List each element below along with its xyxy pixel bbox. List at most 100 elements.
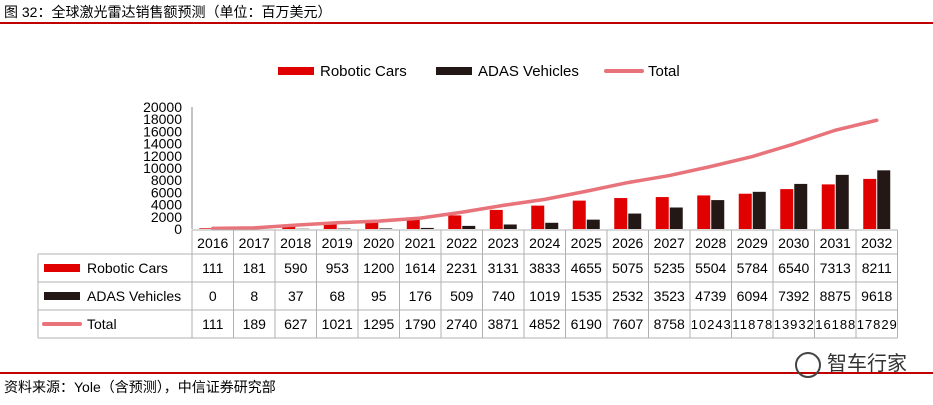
x-tick-label-2027: 2027: [654, 235, 685, 251]
bar-robotic-2020: [365, 221, 379, 229]
table-cell-1-2022: 509: [450, 288, 474, 304]
table-cell-0-2026: 5075: [612, 260, 643, 276]
y-tick-label-2: 4000: [151, 197, 182, 213]
bar-adas-2032: [877, 170, 891, 229]
table-cell-2-2026: 7607: [612, 316, 643, 332]
table-cell-0-2031: 7313: [820, 260, 851, 276]
y-tick-label-5: 10000: [143, 160, 182, 176]
x-tick-label-2032: 2032: [861, 235, 892, 251]
y-tick-label-9: 18000: [143, 111, 182, 127]
bar-robotic-2028: [697, 195, 711, 229]
table-cell-0-2017: 181: [243, 260, 267, 276]
table-cell-0-2024: 3833: [529, 260, 560, 276]
table-cell-1-2032: 9618: [861, 288, 892, 304]
table-cell-2-2018: 627: [284, 316, 308, 332]
y-tick-label-4: 8000: [151, 172, 182, 188]
x-tick-label-2022: 2022: [446, 235, 477, 251]
table-cell-1-2029: 6094: [737, 288, 768, 304]
table-cell-2-2023: 3871: [488, 316, 519, 332]
table-cell-1-2028: 4739: [695, 288, 726, 304]
table-cell-1-2021: 176: [409, 288, 433, 304]
table-row-label-1: ADAS Vehicles: [87, 288, 181, 304]
x-tick-label-2023: 2023: [488, 235, 519, 251]
table-cell-0-2019: 953: [326, 260, 350, 276]
table-cell-2-2031: 16188: [815, 317, 855, 332]
x-tick-label-2029: 2029: [737, 235, 768, 251]
figure-title: 图 32：全球激光雷达销售额预测（单位：百万美元）: [4, 4, 332, 20]
legend-label-2: Total: [648, 63, 680, 80]
y-tick-label-6: 12000: [143, 148, 182, 164]
x-tick-label-2020: 2020: [363, 235, 394, 251]
bar-robotic-2026: [614, 198, 628, 229]
table-cell-2-2032: 17829: [857, 317, 897, 332]
table-key-0: [44, 264, 80, 272]
bars: [199, 170, 891, 229]
bar-adas-2031: [835, 174, 849, 229]
table-cell-1-2016: 0: [209, 288, 217, 304]
bar-robotic-2022: [448, 215, 462, 229]
table-cell-0-2022: 2231: [446, 260, 477, 276]
bar-robotic-2027: [655, 197, 669, 229]
bar-adas-2021: [420, 227, 434, 229]
x-tick-label-2031: 2031: [820, 235, 851, 251]
bar-adas-2024: [545, 222, 559, 229]
top-rule: [0, 22, 933, 24]
y-tick-label-0: 0: [174, 221, 182, 237]
table-cell-1-2024: 1019: [529, 288, 560, 304]
table-cell-1-2025: 1535: [571, 288, 602, 304]
table-cell-1-2026: 2532: [612, 288, 643, 304]
x-tick-label-2028: 2028: [695, 235, 726, 251]
legend: Robotic Cars ADAS Vehicles Total: [278, 63, 680, 80]
x-tick-label-2017: 2017: [239, 235, 270, 251]
table-cell-0-2032: 8211: [862, 260, 892, 276]
table-cell-2-2019: 1021: [322, 316, 353, 332]
y-axis: 0200040006000800010000120001400016000180…: [143, 99, 193, 237]
table-cell-1-2018: 37: [288, 288, 304, 304]
bar-robotic-2023: [489, 209, 503, 229]
table-cell-2-2020: 1295: [363, 316, 394, 332]
y-tick-label-1: 2000: [151, 209, 182, 225]
table-cell-0-2021: 1614: [405, 260, 436, 276]
table-cell-0-2029: 5784: [737, 260, 768, 276]
x-tick-label-2021: 2021: [405, 235, 436, 251]
bar-robotic-2016: [199, 228, 213, 229]
bar-adas-2030: [794, 183, 808, 229]
watermark-text: 智车行家: [827, 353, 907, 375]
table-cell-2-2029: 11878: [732, 317, 772, 332]
watermark: 智车行家: [795, 347, 907, 378]
x-tick-label-2026: 2026: [612, 235, 643, 251]
table-row-label-0: Robotic Cars: [87, 260, 168, 276]
bar-adas-2025: [586, 219, 600, 229]
bar-robotic-2030: [780, 189, 794, 229]
lidar-sales-chart: Robotic Cars ADAS Vehicles Total 020004000…: [37, 63, 898, 339]
table-cell-2-2025: 6190: [571, 316, 602, 332]
bar-robotic-2031: [821, 184, 835, 229]
table-cell-0-2016: 111: [202, 260, 223, 276]
table-cell-0-2025: 4655: [571, 260, 602, 276]
bar-adas-2029: [752, 191, 766, 229]
table-cell-0-2020: 1200: [363, 260, 394, 276]
bar-adas-2020: [379, 228, 393, 229]
bar-adas-2023: [503, 224, 517, 229]
legend-label-0: Robotic Cars: [320, 63, 407, 80]
table-cell-1-2017: 8: [250, 288, 258, 304]
data-table: 2016 2017 2018 2019 2020 2021 2022 2023 2024 2025…: [37, 229, 898, 339]
legend-swatch-0: [278, 67, 314, 75]
table-cell-2-2027: 8758: [654, 316, 685, 332]
table-cell-0-2030: 6540: [778, 260, 809, 276]
total-series-line: [211, 118, 879, 231]
bar-robotic-2029: [738, 193, 752, 229]
bar-robotic-2025: [572, 200, 586, 229]
source-note: 资料来源：Yole（含预测），中信证券研究部: [4, 379, 276, 395]
x-tick-label-2019: 2019: [322, 235, 353, 251]
bar-robotic-2032: [863, 178, 877, 229]
table-cell-0-2027: 5235: [654, 260, 685, 276]
y-tick-label-7: 14000: [143, 136, 182, 152]
table-cell-0-2028: 5504: [695, 260, 726, 276]
bar-adas-2028: [711, 200, 725, 229]
table-cell-1-2030: 7392: [778, 288, 809, 304]
legend-swatch-1: [436, 67, 472, 75]
total-line: [211, 118, 879, 231]
bar-robotic-2021: [406, 219, 420, 229]
bar-adas-2026: [628, 213, 642, 229]
